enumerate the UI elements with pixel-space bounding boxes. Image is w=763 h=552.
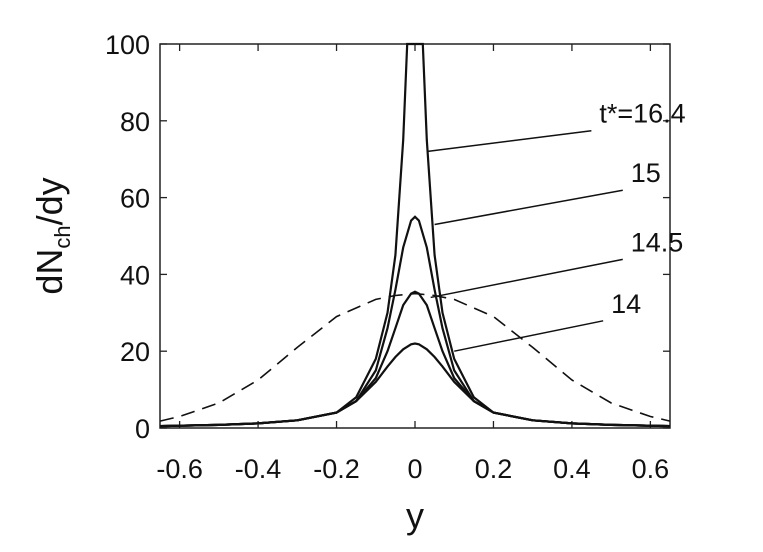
x-tick-label-4: 0.2 — [475, 454, 513, 484]
annotation-leader-2 — [430, 258, 623, 299]
series-line-1 — [159, 215, 671, 428]
y-tick-label-3: 60 — [120, 184, 150, 214]
y-tick-label-2: 40 — [120, 260, 150, 290]
annotation-leader-3 — [454, 320, 604, 352]
series-line-4 — [159, 292, 671, 422]
x-tick-label-5: 0.4 — [553, 454, 591, 484]
y-tick-label-1: 20 — [120, 337, 150, 367]
y-tick-label-5: 100 — [105, 30, 150, 60]
y-axis-label: dNch/dy — [29, 177, 75, 294]
x-tick-label-3: 0 — [407, 454, 422, 484]
annotation-label-1: 15 — [631, 158, 661, 188]
series-line-2 — [159, 290, 671, 428]
annotation-label-2: 14.5 — [631, 227, 684, 257]
annotation-leader-1 — [434, 189, 623, 226]
y-axis-label-tail: /dy — [29, 177, 70, 225]
annotation-label-3: 14 — [611, 289, 641, 319]
curves — [159, 42, 671, 428]
y-axis-label-main: dN — [29, 249, 70, 295]
y-tick-label-0: 0 — [135, 414, 150, 444]
x-tick-label-1: -0.4 — [235, 454, 282, 484]
annotation-label-0: t*=16.4 — [599, 99, 685, 129]
axis-ticks — [160, 43, 670, 429]
series-line-3 — [159, 342, 671, 428]
x-tick-label-6: 0.6 — [632, 454, 670, 484]
series-line-0 — [159, 42, 671, 428]
y-axis-label-sub: ch — [50, 225, 75, 248]
x-axis-label: y — [406, 495, 424, 536]
y-tick-label-4: 80 — [120, 107, 150, 137]
plot-frame — [159, 43, 671, 429]
annotation-leader-0 — [426, 129, 592, 153]
annotations: t*=16.4 15 14.5 14 — [426, 99, 686, 352]
x-tick-label-0: -0.6 — [156, 454, 203, 484]
x-tick-label-2: -0.2 — [313, 454, 360, 484]
tick-labels: -0.6 -0.4 -0.2 0 0.2 0.4 0.6 0 20 40 60 80 100 — [105, 30, 669, 484]
